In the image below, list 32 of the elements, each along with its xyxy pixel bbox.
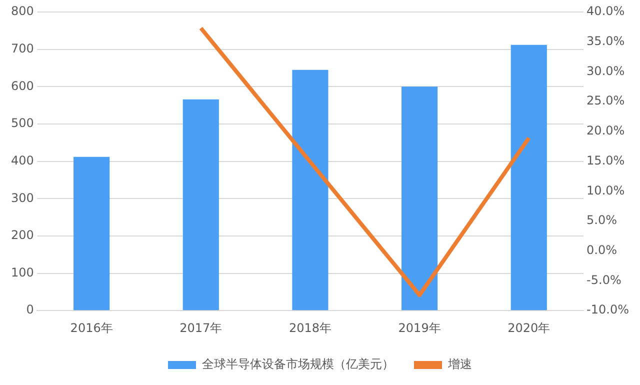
bar: [182, 99, 219, 310]
y-tick-label: 0: [26, 302, 34, 317]
y2-tick-label: -5.0%: [586, 272, 622, 287]
legend-label: 全球半导体设备市场规模（亿美元）: [202, 357, 394, 372]
x-tick-label: 2020年: [508, 320, 550, 335]
y2-tick-label: 10.0%: [586, 183, 625, 198]
y-tick-label: 600: [11, 78, 34, 93]
bar: [292, 70, 328, 310]
y2-tick-label: -10.0%: [586, 302, 629, 317]
y-tick-label: 100: [11, 265, 34, 280]
legend-label: 增速: [447, 357, 472, 372]
y-tick-label: 200: [11, 228, 34, 242]
bar: [510, 44, 547, 310]
y-tick-label: 700: [11, 41, 34, 56]
y-tick-label: 500: [11, 116, 34, 130]
y2-tick-label: 0.0%: [586, 243, 618, 258]
x-tick-label: 2019年: [398, 320, 441, 335]
y2-tick-label: 15.0%: [586, 153, 625, 168]
x-tick-label: 2018年: [288, 320, 332, 335]
y2-tick-label: 25.0%: [586, 94, 625, 108]
y2-tick-label: 5.0%: [586, 213, 618, 228]
y-tick-label: 800: [11, 4, 34, 18]
y2-tick-label: 30.0%: [586, 64, 625, 78]
x-tick-label: 2016年: [70, 320, 113, 335]
y2-tick-label: 20.0%: [586, 124, 625, 138]
y-tick-label: 300: [11, 190, 34, 205]
bar: [74, 156, 110, 310]
y2-tick-label: 35.0%: [586, 34, 625, 48]
bar: [402, 86, 438, 310]
x-tick-label: 2017年: [180, 320, 222, 335]
y2-tick-label: 40.0%: [586, 4, 625, 18]
y-tick-label: 400: [11, 153, 34, 168]
